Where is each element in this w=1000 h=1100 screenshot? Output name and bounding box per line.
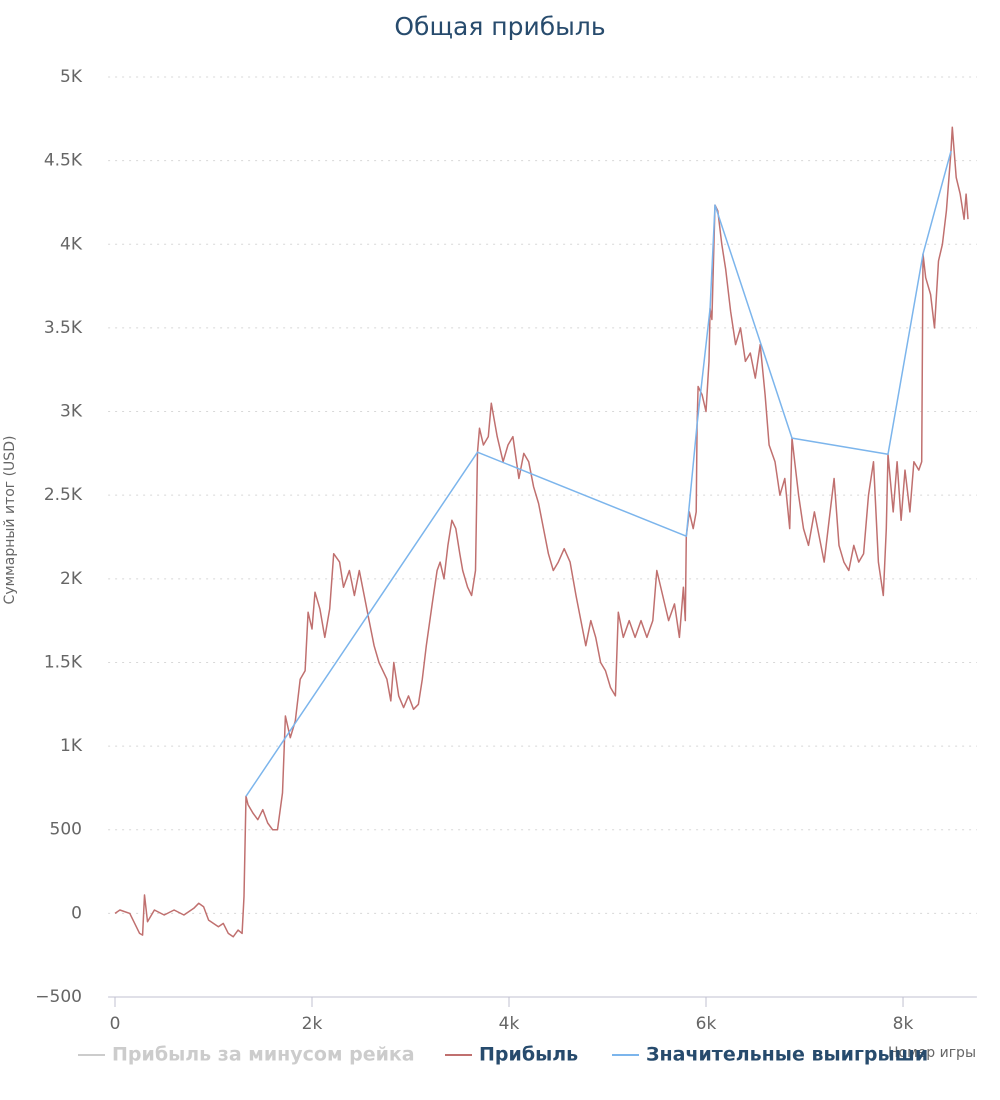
profit-line <box>114 126 969 938</box>
y-tick-label: 4K <box>60 234 83 254</box>
y-tick-label: 3.5K <box>44 318 83 338</box>
x-tick-label: 4k <box>499 1014 520 1034</box>
x-tick-label: 8k <box>893 1014 914 1034</box>
y-tick-label: 0 <box>71 903 82 923</box>
y-tick-label: 4.5K <box>44 151 83 171</box>
x-tick-label: 6k <box>696 1014 717 1034</box>
y-tick-label: 2K <box>60 569 83 589</box>
y-tick-label: 2.5K <box>44 485 83 505</box>
profit-line <box>245 150 952 797</box>
x-tick-label: 2k <box>302 1014 323 1034</box>
x-axis-title: Номер игры <box>888 1045 976 1061</box>
x-tick-label: 0 <box>110 1014 121 1034</box>
y-axis-title: Суммарный итог (USD) <box>2 436 18 605</box>
y-tick-label: 500 <box>50 820 82 840</box>
chart-title: Общая прибыль <box>394 12 605 41</box>
legend-label: Прибыль за минусом рейка <box>112 1044 415 1066</box>
legend-label: Значительные выигрыши <box>646 1044 928 1066</box>
y-tick-label: 1K <box>60 736 83 756</box>
legend-label: Прибыль <box>479 1044 578 1066</box>
y-tick-label: −500 <box>35 987 82 1007</box>
y-tick-label: 3K <box>60 402 83 422</box>
y-tick-label: 1.5K <box>44 652 83 672</box>
y-tick-label: 5K <box>60 67 83 87</box>
